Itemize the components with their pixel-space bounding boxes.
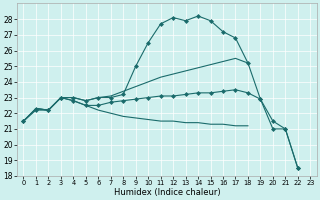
- X-axis label: Humidex (Indice chaleur): Humidex (Indice chaleur): [114, 188, 220, 197]
